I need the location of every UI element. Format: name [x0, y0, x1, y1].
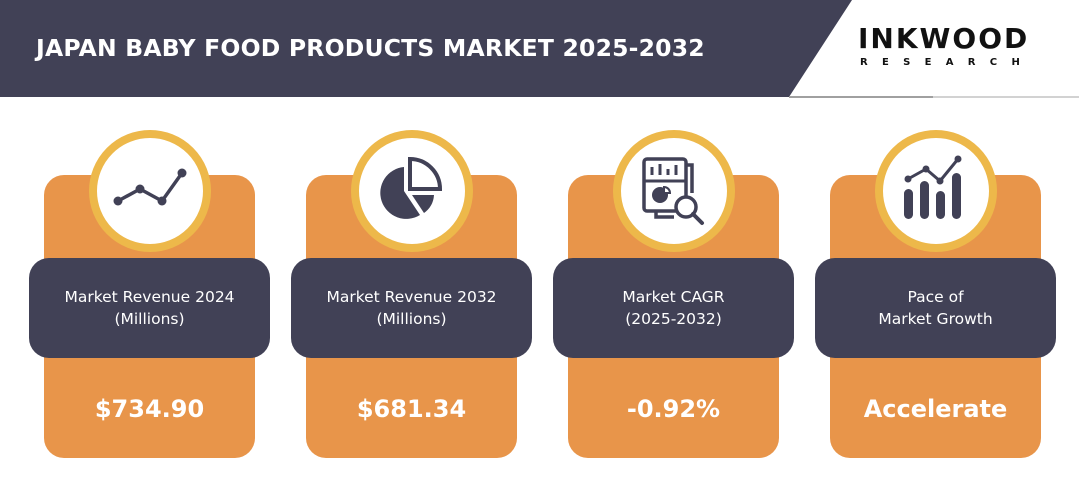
- stat-card-growth-pace: Pace of Market Growth Accelerate: [815, 130, 1056, 458]
- card-value: $681.34: [356, 395, 467, 423]
- logo-subtitle: RESEARCH: [860, 57, 1035, 68]
- icon-circle: [875, 130, 997, 252]
- line-chart-icon: [113, 168, 187, 206]
- logo-underline-light: [933, 96, 1079, 98]
- card-label-pill: Market CAGR (2025-2032): [553, 258, 794, 358]
- banner-background: [0, 0, 852, 97]
- card-label-line1: Market Revenue 2032: [326, 288, 497, 306]
- icon-circle: [613, 130, 735, 252]
- card-label-line2: (Millions): [376, 310, 447, 328]
- card-label-line1: Market Revenue 2024: [64, 288, 235, 306]
- icon-circle: [351, 130, 473, 252]
- card-value: Accelerate: [863, 395, 1008, 423]
- card-value: -0.92%: [626, 395, 721, 423]
- card-label-line1: Market CAGR: [622, 288, 725, 306]
- card-label-line1: Pace of: [907, 288, 964, 306]
- card-label-pill: Market Revenue 2032 (Millions): [291, 258, 532, 358]
- page-title: JAPAN BABY FOOD PRODUCTS MARKET 2025-203…: [36, 34, 705, 62]
- stat-card-revenue-2024: Market Revenue 2024 (Millions) $734.90: [29, 130, 270, 458]
- card-label-line2: Market Growth: [878, 310, 993, 328]
- logo-underline-dark: [789, 96, 933, 98]
- card-label-line2: (Millions): [114, 310, 185, 328]
- card-value: $734.90: [94, 395, 205, 423]
- icon-circle: [89, 130, 211, 252]
- header-banner: JAPAN BABY FOOD PRODUCTS MARKET 2025-203…: [0, 0, 1080, 97]
- growth-bars-icon: [904, 155, 962, 219]
- card-label-line2: (2025-2032): [625, 310, 722, 328]
- stat-card-cagr: Market CAGR (2025-2032) -0.92%: [553, 130, 794, 458]
- stat-card-revenue-2032: Market Revenue 2032 (Millions) $681.34: [291, 130, 532, 458]
- card-label-pill: Pace of Market Growth: [815, 258, 1056, 358]
- pie-chart-icon: [380, 156, 443, 219]
- card-label-pill: Market Revenue 2024 (Millions): [29, 258, 270, 358]
- report-analysis-icon: [642, 157, 704, 225]
- logo-wordmark: INKWOOD: [858, 22, 1030, 55]
